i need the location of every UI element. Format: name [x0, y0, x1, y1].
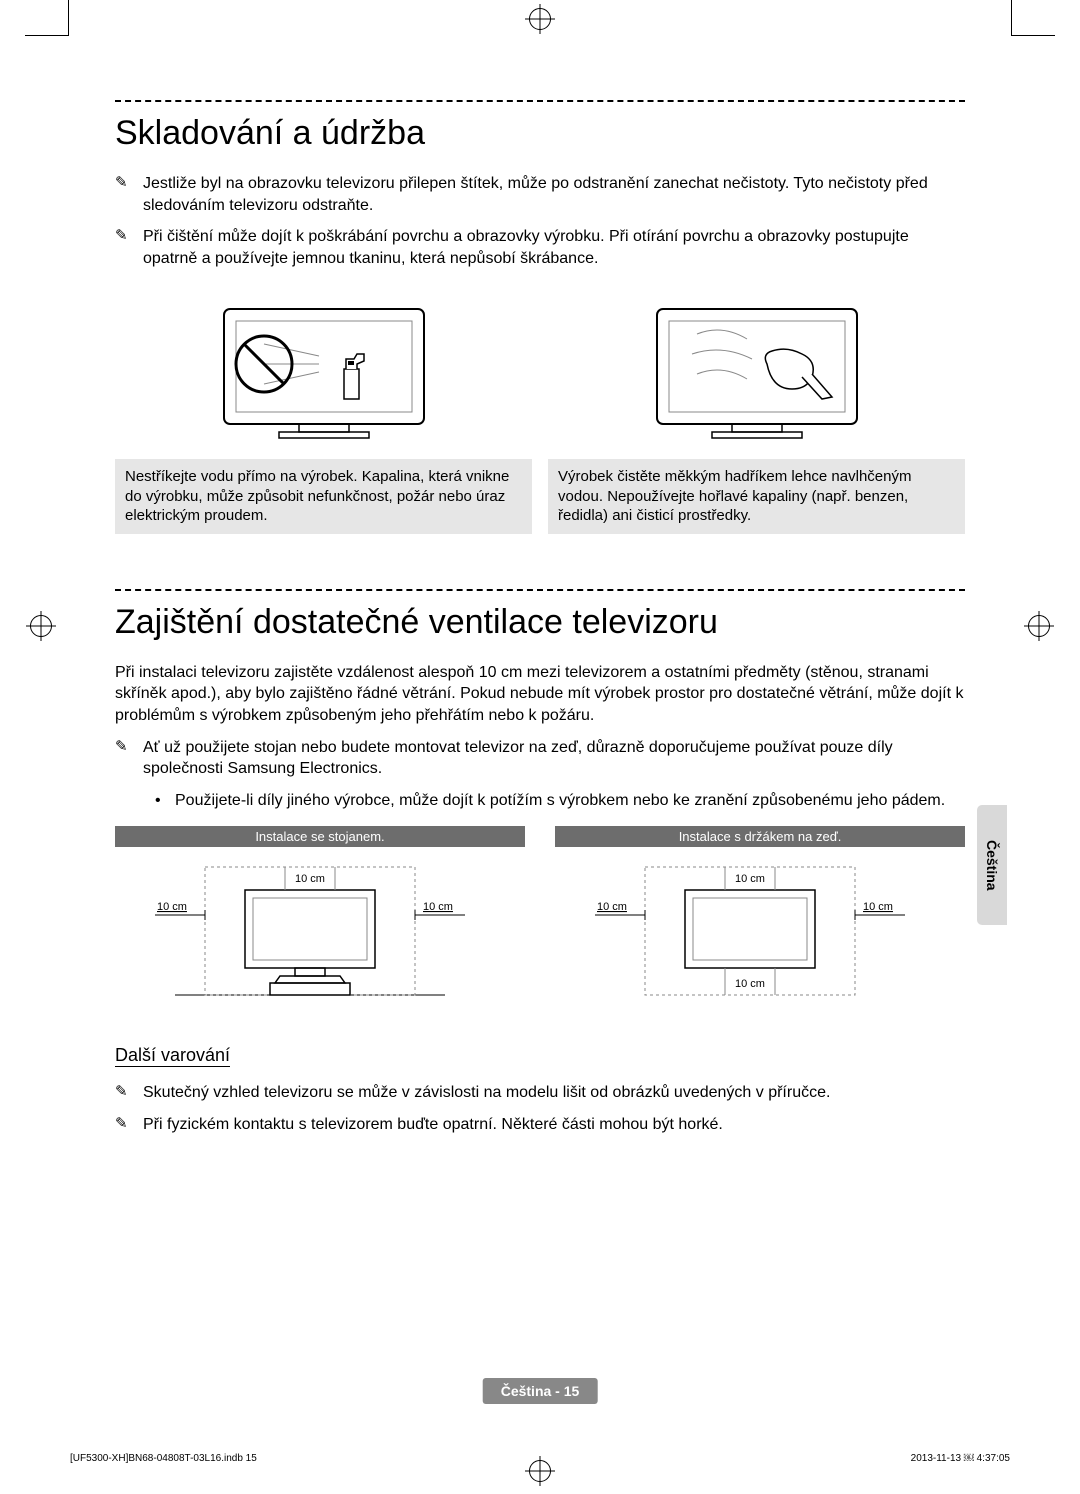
note-text: Ať už použijete stojan nebo budete monto… [143, 737, 965, 780]
wall-diagram-icon: 10 cm 10 cm 10 cm 10 cm [555, 855, 915, 1010]
crop-mark [25, 35, 69, 36]
subheading: Další varování [115, 1045, 230, 1067]
note-item: ✎ Při fyzickém kontaktu s televizorem bu… [115, 1114, 965, 1136]
figure-cloth: Výrobek čistěte měkkým hadříkem lehce na… [548, 289, 965, 534]
note-icon: ✎ [115, 1114, 143, 1136]
subheading-wrapper: Další varování [115, 1010, 965, 1082]
note-text: Při čištění může dojít k poškrábání povr… [143, 226, 965, 269]
bullet-item: • Použijete-li díly jiného výrobce, může… [155, 790, 965, 812]
doc-timestamp: 2013-11-13 ￼ 4:37:05 [911, 1453, 1010, 1464]
note-icon: ✎ [115, 226, 143, 269]
page-content: Skladování a údržba ✎ Jestliže byl na ob… [115, 100, 965, 1146]
note-item: ✎ Skutečný vzhled televizoru se může v z… [115, 1082, 965, 1104]
figure-spray: Nestříkejte vodu přímo na výrobek. Kapal… [115, 289, 532, 534]
note-item: ✎ Při čištění může dojít k poškrábání po… [115, 226, 965, 269]
note-icon: ✎ [115, 173, 143, 216]
install-header: Instalace se stojanem. [115, 826, 525, 847]
note-text: Jestliže byl na obrazovku televizoru při… [143, 173, 965, 216]
section-divider [115, 100, 965, 102]
bullet-text: Použijete-li díly jiného výrobce, může d… [175, 790, 945, 812]
dim-label: 10 cm [863, 901, 893, 913]
crop-mark [68, 0, 69, 35]
stand-diagram-icon: 10 cm 10 cm 10 cm [115, 855, 475, 1010]
install-header: Instalace s držákem na zeď. [555, 826, 965, 847]
paragraph: Při instalaci televizoru zajistěte vzdál… [115, 662, 965, 727]
install-wall: Instalace s držákem na zeď. 10 cm [555, 826, 965, 1010]
registration-mark-icon [30, 615, 52, 637]
spray-tv-icon [194, 294, 454, 454]
install-stand: Instalace se stojanem. [115, 826, 525, 1010]
dim-label: 10 cm [735, 978, 765, 990]
heading-ventilation: Zajištění dostatečné ventilace televizor… [115, 603, 965, 642]
page-number-footer: Čeština - 15 [483, 1378, 598, 1404]
crop-mark [1011, 35, 1055, 36]
bullet-icon: • [155, 790, 175, 812]
note-text: Skutečný vzhled televizoru se může v záv… [143, 1082, 830, 1104]
note-item: ✎ Jestliže byl na obrazovku televizoru p… [115, 173, 965, 216]
language-tab: Čeština [977, 805, 1007, 925]
section-divider [115, 589, 965, 591]
dim-label: 10 cm [735, 873, 765, 885]
cloth-tv-icon [627, 294, 887, 454]
language-label: Čeština [984, 840, 1000, 891]
dim-label: 10 cm [597, 901, 627, 913]
note-icon: ✎ [115, 737, 143, 780]
dim-label: 10 cm [423, 901, 453, 913]
note-text: Při fyzickém kontaktu s televizorem buďt… [143, 1114, 723, 1136]
section-ventilation: Zajištění dostatečné ventilace televizor… [115, 589, 965, 1136]
figure-caption: Nestříkejte vodu přímo na výrobek. Kapal… [115, 459, 532, 534]
heading-storage: Skladování a údržba [115, 114, 965, 153]
install-diagrams: Instalace se stojanem. [115, 826, 965, 1010]
note-item: ✎ Ať už použijete stojan nebo budete mon… [115, 737, 965, 780]
figure-caption: Výrobek čistěte měkkým hadříkem lehce na… [548, 459, 965, 534]
registration-mark-icon [1028, 615, 1050, 637]
document-footer: [UF5300-XH]BN68-04808T-03L16.indb 15 201… [70, 1453, 1010, 1464]
doc-filename: [UF5300-XH]BN68-04808T-03L16.indb 15 [70, 1453, 257, 1464]
crop-mark [1011, 0, 1012, 35]
dim-label: 10 cm [295, 873, 325, 885]
note-icon: ✎ [115, 1082, 143, 1104]
registration-mark-icon [529, 8, 551, 30]
figure-row: Nestříkejte vodu přímo na výrobek. Kapal… [115, 289, 965, 534]
dim-label: 10 cm [157, 901, 187, 913]
